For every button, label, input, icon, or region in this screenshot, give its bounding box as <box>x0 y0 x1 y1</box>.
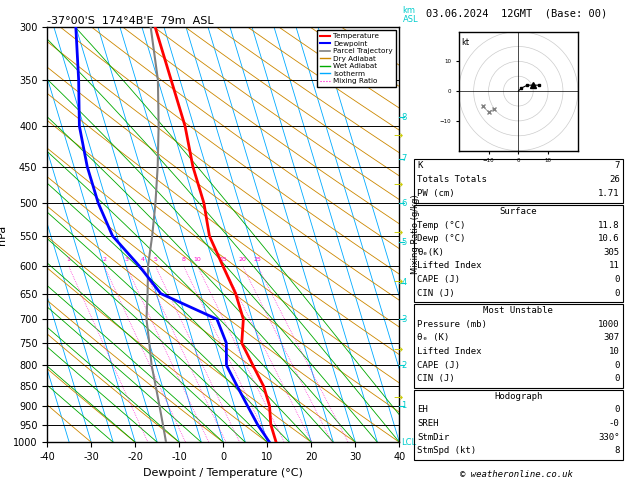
Text: 1: 1 <box>67 257 70 262</box>
Text: Lifted Index: Lifted Index <box>417 347 482 356</box>
Text: →: → <box>394 131 403 141</box>
Text: →: → <box>394 277 403 287</box>
Text: 2: 2 <box>401 361 406 370</box>
Text: Totals Totals: Totals Totals <box>417 175 487 184</box>
Text: 10: 10 <box>609 347 620 356</box>
Text: →: → <box>394 345 403 355</box>
Text: 0: 0 <box>614 374 620 383</box>
Text: θₑ (K): θₑ (K) <box>417 333 449 343</box>
Text: 3: 3 <box>401 314 407 324</box>
Text: PW (cm): PW (cm) <box>417 189 455 198</box>
Text: CIN (J): CIN (J) <box>417 289 455 298</box>
Text: 20: 20 <box>238 257 247 262</box>
Text: km
ASL: km ASL <box>403 6 418 24</box>
Text: 26: 26 <box>609 175 620 184</box>
Text: 10.6: 10.6 <box>598 234 620 243</box>
Text: StmDir: StmDir <box>417 433 449 442</box>
Text: StmSpd (kt): StmSpd (kt) <box>417 446 476 455</box>
Text: 25: 25 <box>253 257 262 262</box>
Text: 10: 10 <box>194 257 201 262</box>
Text: CAPE (J): CAPE (J) <box>417 275 460 284</box>
Text: 8: 8 <box>614 446 620 455</box>
Text: 8: 8 <box>401 113 407 122</box>
Text: CAPE (J): CAPE (J) <box>417 361 460 370</box>
Text: 7: 7 <box>614 161 620 171</box>
Text: Temp (°C): Temp (°C) <box>417 221 465 230</box>
Text: 1000: 1000 <box>598 320 620 329</box>
Text: 8: 8 <box>182 257 186 262</box>
Text: Pressure (mb): Pressure (mb) <box>417 320 487 329</box>
Text: 5: 5 <box>153 257 157 262</box>
Text: -37°00'S  174°4B'E  79m  ASL: -37°00'S 174°4B'E 79m ASL <box>47 16 214 26</box>
Text: kt: kt <box>462 37 470 47</box>
Text: Most Unstable: Most Unstable <box>483 306 554 315</box>
Text: Mixing Ratio (g/kg): Mixing Ratio (g/kg) <box>411 195 420 274</box>
Text: 15: 15 <box>220 257 227 262</box>
Text: 7: 7 <box>401 155 407 163</box>
Text: 03.06.2024  12GMT  (Base: 00): 03.06.2024 12GMT (Base: 00) <box>426 8 608 18</box>
X-axis label: Dewpoint / Temperature (°C): Dewpoint / Temperature (°C) <box>143 468 303 478</box>
Text: 1: 1 <box>401 401 406 410</box>
Text: 0: 0 <box>614 361 620 370</box>
Text: 0: 0 <box>614 275 620 284</box>
Text: 305: 305 <box>603 248 620 257</box>
Text: EH: EH <box>417 405 428 415</box>
Text: 0: 0 <box>614 405 620 415</box>
Text: 11: 11 <box>609 261 620 271</box>
Text: 307: 307 <box>603 333 620 343</box>
Text: Hodograph: Hodograph <box>494 392 542 401</box>
Text: 3: 3 <box>125 257 128 262</box>
Text: →: → <box>394 228 403 238</box>
Text: →: → <box>394 180 403 190</box>
Text: 4: 4 <box>401 278 406 287</box>
Y-axis label: hPa: hPa <box>0 225 8 244</box>
Text: SREH: SREH <box>417 419 438 428</box>
Text: Surface: Surface <box>499 207 537 216</box>
Text: CIN (J): CIN (J) <box>417 374 455 383</box>
Text: Lifted Index: Lifted Index <box>417 261 482 271</box>
Text: 1.71: 1.71 <box>598 189 620 198</box>
Text: 330°: 330° <box>598 433 620 442</box>
Text: →: → <box>394 394 403 403</box>
Text: LCL: LCL <box>401 438 416 447</box>
Text: 11.8: 11.8 <box>598 221 620 230</box>
Text: 6: 6 <box>401 199 407 208</box>
Text: θₑ(K): θₑ(K) <box>417 248 444 257</box>
Text: © weatheronline.co.uk: © weatheronline.co.uk <box>460 469 573 479</box>
Legend: Temperature, Dewpoint, Parcel Trajectory, Dry Adiabat, Wet Adiabat, Isotherm, Mi: Temperature, Dewpoint, Parcel Trajectory… <box>316 30 396 87</box>
Text: 2: 2 <box>102 257 106 262</box>
Text: 4: 4 <box>140 257 145 262</box>
Text: K: K <box>417 161 423 171</box>
Text: -0: -0 <box>609 419 620 428</box>
Text: Dewp (°C): Dewp (°C) <box>417 234 465 243</box>
Text: 5: 5 <box>401 238 406 247</box>
Text: 0: 0 <box>614 289 620 298</box>
